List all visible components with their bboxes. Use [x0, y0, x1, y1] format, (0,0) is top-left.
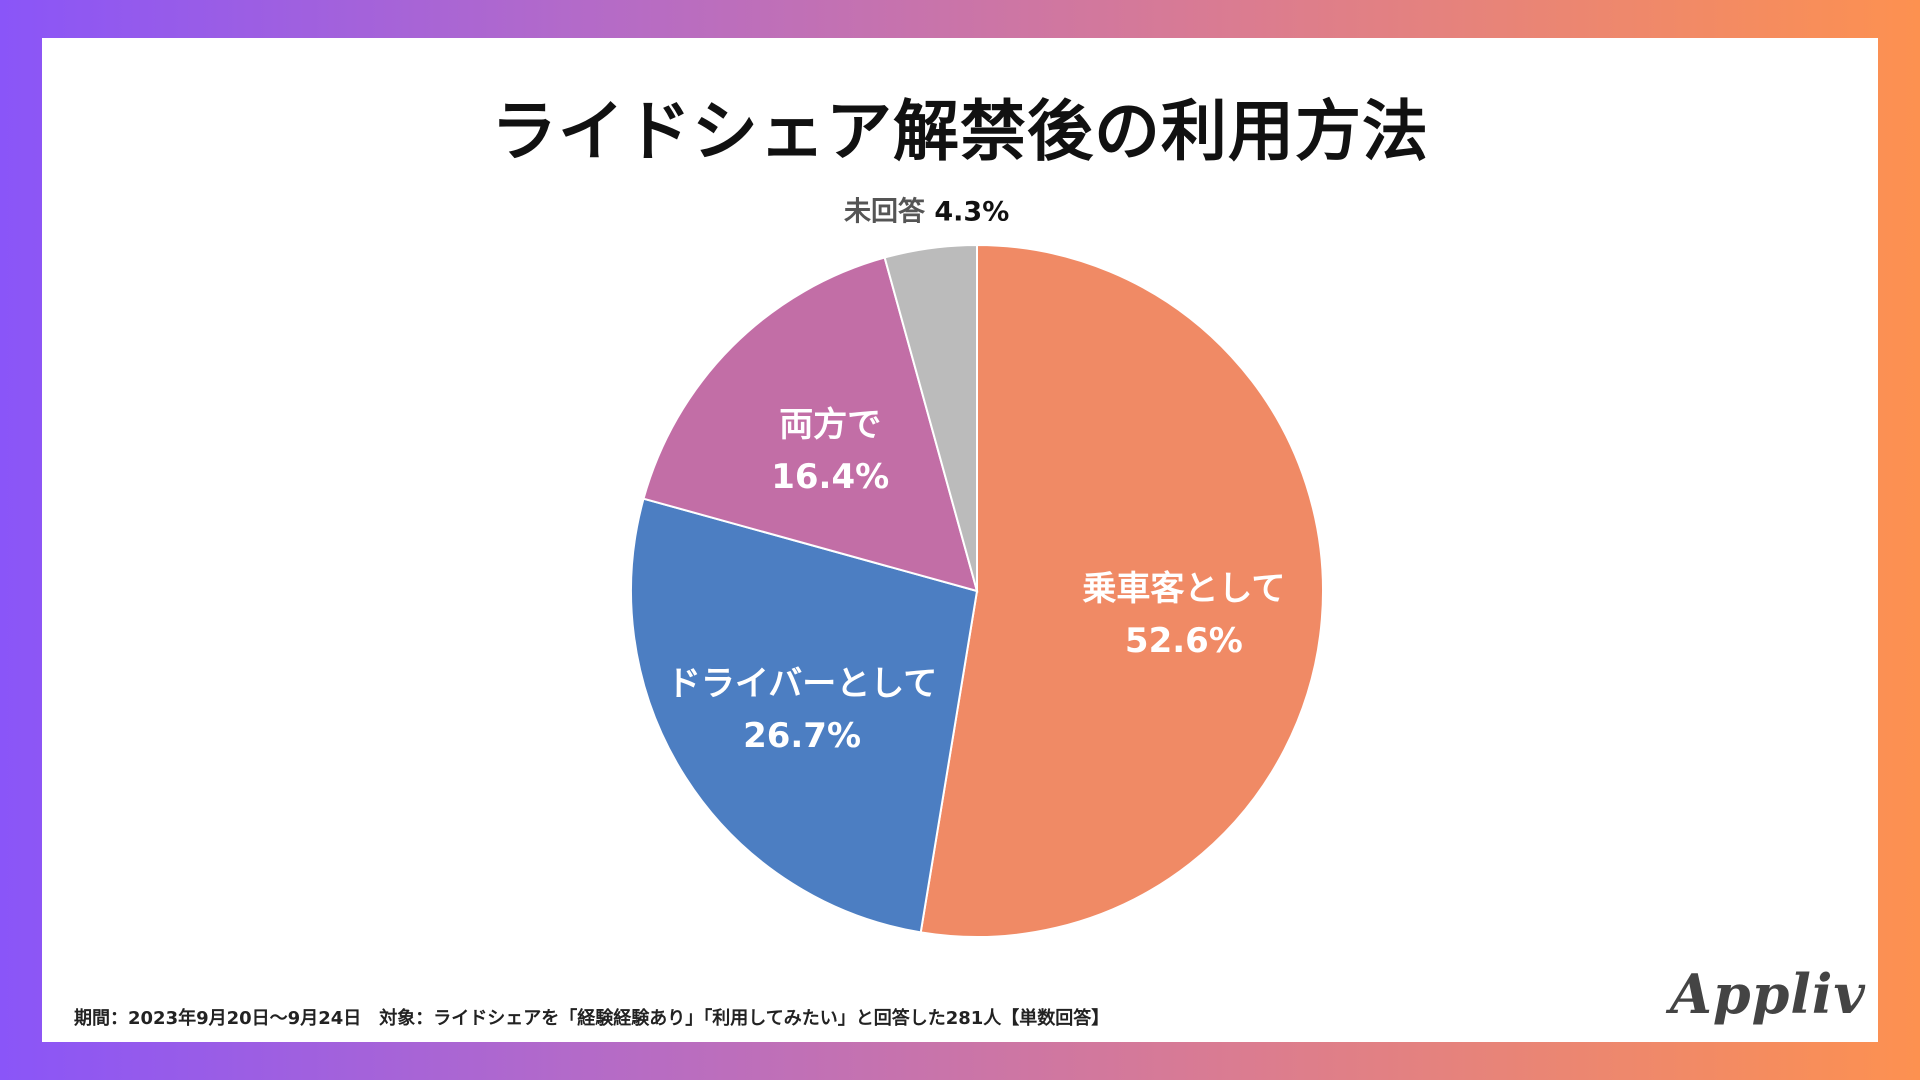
slice-value-3: 4.3%: [934, 196, 1009, 227]
pie-slice-2: [642, 256, 979, 593]
slice-value-0: 52.6%: [1125, 621, 1243, 661]
slice-value-2: 16.4%: [771, 457, 889, 497]
slice-label-1: ドライバーとして: [667, 664, 937, 704]
pie-slice-0: [919, 243, 1324, 938]
pie-slice-3: [883, 243, 978, 592]
slice-label-2: 両方で: [779, 405, 881, 445]
slice-label-0: 乗車客として: [1082, 569, 1285, 609]
slice-value-1: 26.7%: [743, 716, 861, 756]
appliv-logo: Appliv: [1670, 962, 1866, 1026]
slice-label-outside-3: 未回答 4.3%: [844, 195, 1009, 227]
pie-slice-1: [630, 497, 979, 934]
survey-footnote: 期間：2023年9月20日〜9月24日 対象：ライドシェアを「経験経験あり」「利…: [74, 1008, 1110, 1029]
slice-label-3: 未回答: [844, 195, 934, 227]
chart-title: ライドシェア解禁後の利用方法: [491, 93, 1429, 170]
